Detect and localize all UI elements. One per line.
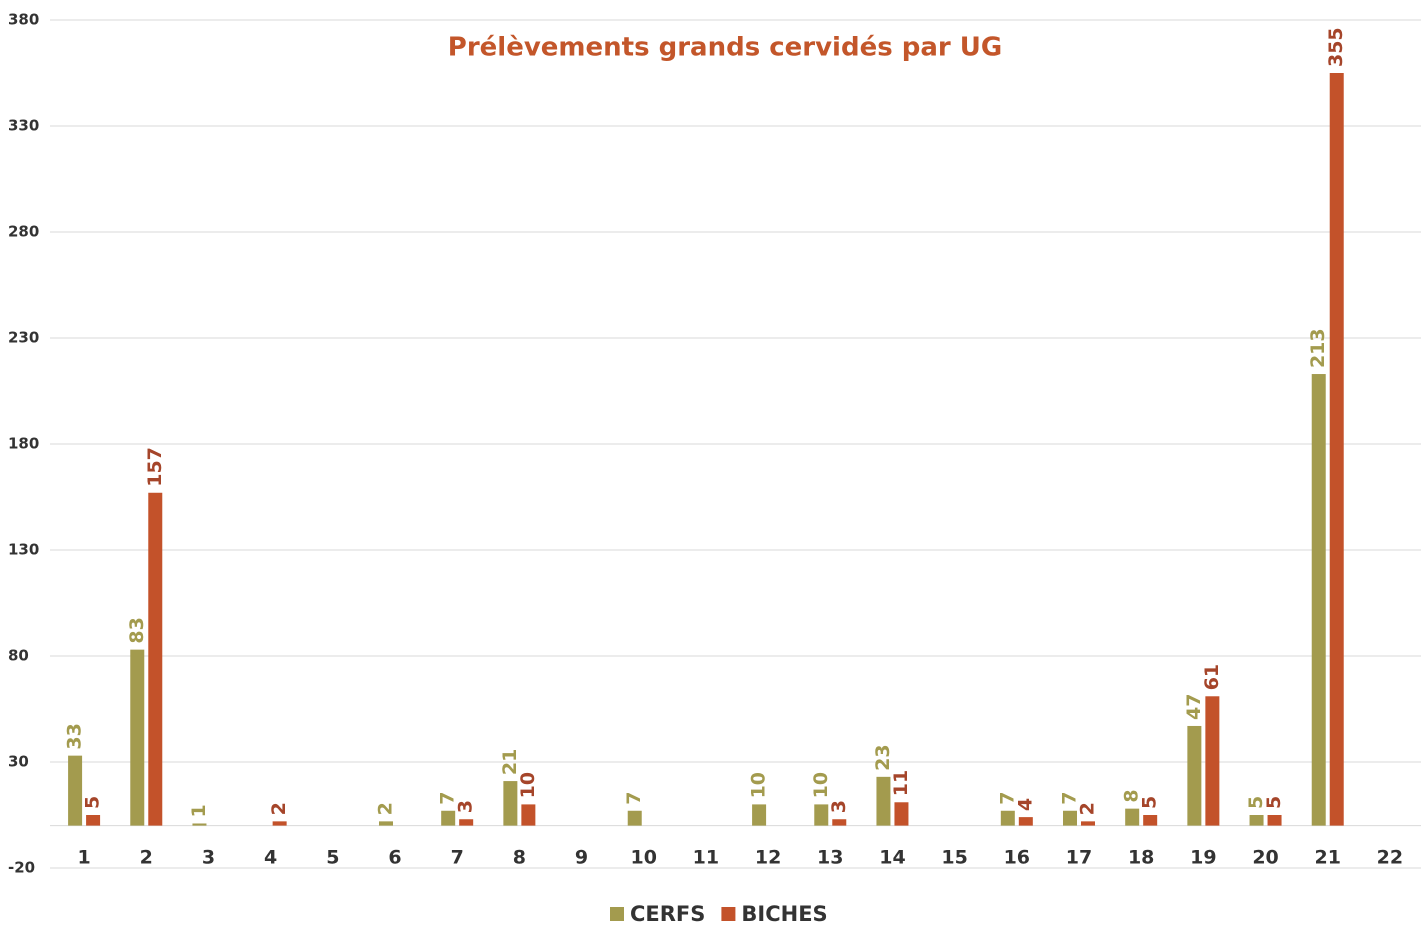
- x-tick-label: 2: [140, 847, 153, 869]
- data-label: 2: [375, 802, 397, 815]
- bar: [1187, 725, 1202, 826]
- bar: [1000, 810, 1015, 826]
- legend-swatch: [721, 907, 736, 921]
- y-tick-label: 130: [8, 541, 39, 559]
- data-label: 61: [1201, 664, 1223, 690]
- data-label: 21: [499, 749, 521, 775]
- bar: [1311, 374, 1326, 826]
- bar: [1063, 810, 1077, 826]
- data-label: 5: [1139, 796, 1161, 809]
- x-tick-label: 15: [941, 847, 967, 869]
- x-tick-label: 14: [879, 847, 905, 869]
- x-tick-label: 19: [1190, 847, 1216, 869]
- bar: [752, 804, 767, 826]
- data-label: 5: [1263, 796, 1285, 809]
- data-label: 355: [1325, 27, 1347, 67]
- data-label: 8: [1121, 789, 1143, 802]
- x-tick-label: 8: [513, 847, 526, 869]
- data-label: 213: [1307, 328, 1329, 368]
- bar: [379, 821, 393, 826]
- data-label: 3: [455, 800, 477, 813]
- bar: [1143, 815, 1158, 826]
- bar: [272, 821, 287, 826]
- bar: [503, 781, 518, 826]
- data-label: 10: [810, 772, 832, 798]
- bar: [148, 492, 163, 826]
- bar: [441, 810, 456, 826]
- x-tick-label: 3: [202, 847, 215, 869]
- chart-title: Prélèvements grands cervidés par UG: [448, 33, 1002, 63]
- bar: [1018, 817, 1033, 826]
- bar: [832, 819, 847, 826]
- bar: [1205, 696, 1220, 826]
- y-tick-label: 330: [8, 117, 39, 135]
- data-label: 11: [890, 770, 912, 796]
- data-label: 23: [872, 744, 894, 770]
- data-label: 47: [1183, 694, 1205, 720]
- data-label: 7: [623, 792, 645, 805]
- data-label: 7: [996, 792, 1018, 805]
- bar: [814, 804, 829, 826]
- x-tick-label: 16: [1004, 847, 1030, 869]
- y-tick-label: 180: [8, 435, 39, 453]
- y-tick-label: 30: [8, 753, 29, 771]
- x-tick-label: 11: [693, 847, 719, 869]
- bar: [627, 810, 642, 826]
- x-tick-label: 18: [1128, 847, 1154, 869]
- bar: [1125, 808, 1140, 826]
- bar: [1249, 815, 1264, 826]
- bar: [86, 815, 101, 826]
- bar: [876, 776, 891, 826]
- bar: [68, 755, 83, 826]
- x-tick-label: 1: [77, 847, 90, 869]
- x-tick-label: 21: [1315, 847, 1341, 869]
- bar: [1329, 73, 1344, 826]
- y-tick-label: 80: [8, 647, 29, 665]
- x-tick-label: 17: [1066, 847, 1092, 869]
- x-tick-label: 10: [631, 847, 657, 869]
- y-tick-label: -20: [8, 859, 35, 877]
- bar: [130, 649, 145, 826]
- x-tick-label: 4: [264, 847, 277, 869]
- data-label: 1: [188, 804, 210, 817]
- data-label: 2: [1077, 802, 1099, 815]
- y-tick-label: 230: [8, 329, 39, 347]
- x-tick-label: 12: [755, 847, 781, 869]
- x-tick-label: 20: [1252, 847, 1278, 869]
- x-tick-label: 5: [326, 847, 339, 869]
- x-tick-label: 22: [1377, 847, 1403, 869]
- legend-label: CERFS: [630, 902, 705, 926]
- bar: [1267, 815, 1282, 826]
- bar: [459, 819, 474, 826]
- data-label: 2: [268, 802, 290, 815]
- legend-label: BICHES: [741, 902, 827, 926]
- data-label: 4: [1014, 798, 1036, 811]
- x-tick-label: 6: [388, 847, 401, 869]
- data-label: 7: [1059, 792, 1081, 805]
- legend-swatch: [610, 907, 624, 921]
- bar: [894, 802, 909, 826]
- data-label: 33: [64, 723, 86, 749]
- y-tick-label: 280: [8, 223, 39, 241]
- data-label: 10: [517, 772, 539, 798]
- bar: [1081, 821, 1095, 826]
- x-tick-label: 13: [817, 847, 843, 869]
- data-label: 83: [126, 617, 148, 643]
- x-tick-label: 7: [451, 847, 464, 869]
- y-tick-label: 380: [8, 11, 39, 29]
- data-label: 10: [748, 772, 770, 798]
- data-label: 157: [144, 447, 166, 487]
- data-label: 3: [828, 800, 850, 813]
- bar: [192, 823, 207, 826]
- x-tick-label: 9: [575, 847, 588, 869]
- data-label: 5: [82, 796, 104, 809]
- data-label: 5: [1245, 796, 1267, 809]
- data-label: 7: [437, 792, 459, 805]
- bar: [521, 804, 536, 826]
